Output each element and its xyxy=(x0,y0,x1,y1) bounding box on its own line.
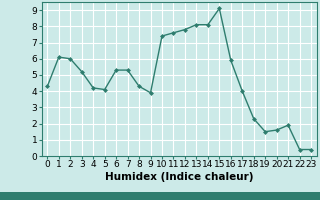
X-axis label: Humidex (Indice chaleur): Humidex (Indice chaleur) xyxy=(105,172,253,182)
